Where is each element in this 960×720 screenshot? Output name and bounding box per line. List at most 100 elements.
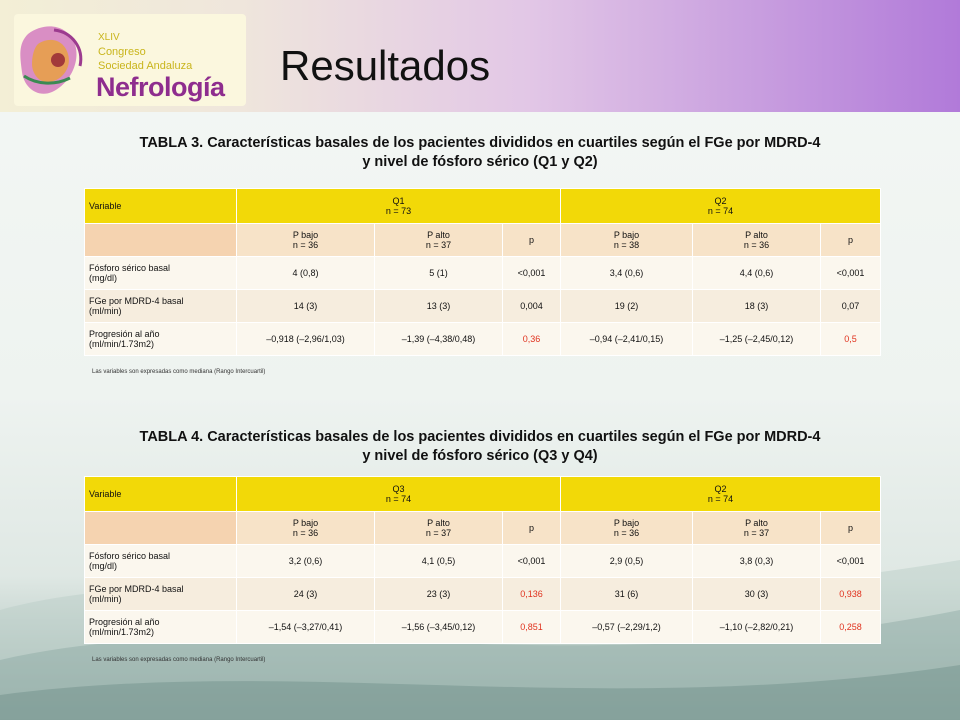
slide-title: Resultados	[280, 42, 491, 89]
variable-unit: (ml/min)	[89, 594, 122, 604]
subheader-label: P bajo	[613, 230, 640, 240]
table-cell: 3,8 (0,3)	[692, 544, 822, 578]
table-cell: 3,4 (0,6)	[560, 256, 694, 290]
subheader-label: p	[529, 523, 535, 533]
logo-society: Sociedad Andaluza	[98, 60, 193, 72]
table-header-row: Variable Q1 n = 73 Q2 n = 74	[84, 188, 882, 224]
p-value-cell: 0,07	[820, 289, 882, 323]
group1-title: Q1	[392, 196, 405, 206]
group2-n: n = 74	[707, 206, 734, 216]
group2-header: Q2 n = 74	[560, 476, 882, 512]
subheader-cell: p	[820, 511, 882, 545]
table-cell: 4 (0,8)	[236, 256, 375, 290]
table-row: Progresión al año (ml/min/1.73m2) –0,918 …	[84, 322, 882, 356]
table-row: Fósforo sérico basal (mg/dl) 4 (0,8) 5 (1…	[84, 256, 882, 290]
p-value-cell-highlight: 0,851	[501, 610, 562, 644]
table-cell: 31 (6)	[560, 577, 694, 611]
row-variable: Progresión al año (ml/min/1.73m2)	[84, 322, 237, 356]
subheader-label: p	[848, 235, 854, 245]
variable-header: Variable	[84, 188, 237, 224]
table-cell: 2,9 (0,5)	[560, 544, 694, 578]
table-cell: 4,4 (0,6)	[692, 256, 822, 290]
variable-unit: (mg/dl)	[89, 561, 118, 571]
p-value-cell: <0,001	[501, 256, 562, 290]
group1-header: Q1 n = 73	[235, 188, 562, 224]
subheader-label: P alto	[427, 518, 450, 528]
table4-note: Las variables son expresadas como median…	[92, 657, 266, 663]
subheader-label: P bajo	[292, 518, 319, 528]
table-cell: –1,54 (–3,27/0,41)	[236, 610, 375, 644]
table3-note: Las variables son expresadas como median…	[92, 369, 266, 375]
subheader-label: p	[529, 235, 535, 245]
table-cell: 5 (1)	[374, 256, 503, 290]
table-cell: –1,56 (–3,45/0,12)	[374, 610, 503, 644]
table-cell: 4,1 (0,5)	[374, 544, 503, 578]
subheader-label: P bajo	[613, 518, 640, 528]
subheader-label: p	[848, 523, 854, 533]
p-value-cell: <0,001	[501, 544, 562, 578]
table4: Variable Q3 n = 74 Q2 n = 74 P bajo n = 3…	[84, 476, 882, 644]
subheader-label: P alto	[427, 230, 450, 240]
table-subheader-row: P bajo n = 36 P alto n = 37 p P bajo n = 36…	[84, 511, 882, 545]
group2-title: Q2	[714, 196, 727, 206]
subheader-n: n = 37	[743, 528, 770, 538]
table-row: FGe por MDRD-4 basal (ml/min) 14 (3) 13 (…	[84, 289, 882, 323]
subheader-cell: p	[501, 511, 562, 545]
subheader-label: P alto	[745, 230, 768, 240]
congress-logo: XLIV Congreso Sociedad Andaluza Nefrolog…	[14, 14, 246, 106]
subheader-empty	[84, 511, 237, 545]
logo-edition: XLIV	[98, 32, 120, 43]
nephrology-emblem-icon	[20, 26, 83, 94]
group1-n: n = 74	[385, 494, 412, 504]
p-value-cell-highlight: 0,36	[501, 322, 562, 356]
subheader-cell: P bajo n = 36	[560, 511, 694, 545]
table3-caption: TABLA 3. Características basales de los …	[60, 134, 900, 172]
table-cell: –0,94 (–2,41/0,15)	[560, 322, 694, 356]
table-cell: –0,57 (–2,29/1,2)	[560, 610, 694, 644]
subheader-cell: P alto n = 37	[374, 223, 503, 257]
subheader-cell: P bajo n = 38	[560, 223, 694, 257]
table-cell: 18 (3)	[692, 289, 822, 323]
group1-title: Q3	[392, 484, 405, 494]
p-value-cell-highlight: 0,136	[501, 577, 562, 611]
table-subheader-row: P bajo n = 36 P alto n = 37 p P bajo n = 38…	[84, 223, 882, 257]
table-cell: 3,2 (0,6)	[236, 544, 375, 578]
group1-header: Q3 n = 74	[235, 476, 562, 512]
table-cell: 13 (3)	[374, 289, 503, 323]
slide-header: XLIV Congreso Sociedad Andaluza Nefrolog…	[0, 0, 960, 112]
variable-unit: (mg/dl)	[89, 273, 118, 283]
row-variable: Fósforo sérico basal (mg/dl)	[84, 544, 237, 578]
table-cell: –1,25 (–2,45/0,12)	[692, 322, 822, 356]
subheader-n: n = 36	[613, 528, 640, 538]
table-cell: 14 (3)	[236, 289, 375, 323]
table3-caption-line1: TABLA 3. Características basales de los …	[139, 135, 821, 151]
table4-caption: TABLA 4. Características basales de los …	[60, 428, 900, 466]
group2-title: Q2	[714, 484, 727, 494]
p-value-cell-highlight: 0,258	[820, 610, 882, 644]
p-value-cell: <0,001	[820, 256, 882, 290]
table-row: FGe por MDRD-4 basal (ml/min) 24 (3) 23 (…	[84, 577, 882, 611]
table-header-row: Variable Q3 n = 74 Q2 n = 74	[84, 476, 882, 512]
subheader-label: P bajo	[292, 230, 319, 240]
variable-header: Variable	[84, 476, 237, 512]
group2-header: Q2 n = 74	[560, 188, 882, 224]
variable-name: FGe por MDRD-4 basal	[89, 584, 184, 594]
logo-wordmark: Nefrología	[96, 72, 225, 102]
subheader-cell: P alto n = 37	[374, 511, 503, 545]
table-cell: –0,918 (–2,96/1,03)	[236, 322, 375, 356]
p-value-cell-highlight: 0,5	[820, 322, 882, 356]
group2-n: n = 74	[707, 494, 734, 504]
variable-name: Progresión al año	[89, 617, 160, 627]
subheader-cell: p	[820, 223, 882, 257]
subheader-n: n = 38	[613, 240, 640, 250]
table-cell: 30 (3)	[692, 577, 822, 611]
table-cell: –1,39 (–4,38/0,48)	[374, 322, 503, 356]
group1-n: n = 73	[385, 206, 412, 216]
subheader-label: P alto	[745, 518, 768, 528]
subheader-n: n = 37	[425, 528, 452, 538]
p-value-cell-highlight: 0,938	[820, 577, 882, 611]
table3-caption-line2: y nivel de fósforo sérico (Q1 y Q2)	[362, 154, 598, 170]
subheader-empty	[84, 223, 237, 257]
table-cell: –1,10 (–2,82/0,21)	[692, 610, 822, 644]
row-variable: FGe por MDRD-4 basal (ml/min)	[84, 577, 237, 611]
